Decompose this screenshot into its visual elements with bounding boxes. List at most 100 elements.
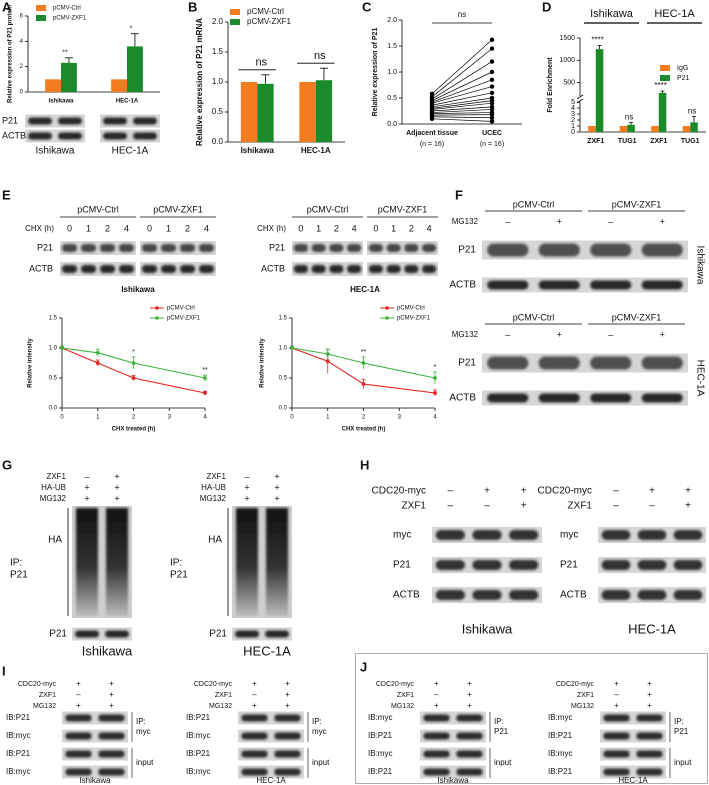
ip-label: IP: bbox=[10, 558, 22, 569]
x-tick-label: Adjacent tissue bbox=[406, 130, 458, 137]
row-label: P21 bbox=[458, 245, 476, 256]
lane-label: + bbox=[76, 701, 81, 710]
blot-smear bbox=[106, 508, 128, 616]
section-label: IP: bbox=[674, 717, 684, 726]
blot-band bbox=[423, 750, 450, 758]
y-axis-label: Relative expression of P21 protein bbox=[8, 5, 14, 103]
condition-label: pCMV-Ctrl bbox=[307, 204, 349, 214]
blot-band bbox=[75, 630, 99, 638]
row-label: IB:P21 bbox=[6, 749, 31, 758]
cell-line-label: Ishikawa bbox=[462, 621, 513, 636]
blot-band bbox=[673, 560, 703, 570]
treatment-label: CDC20-myc bbox=[194, 681, 233, 688]
panel-label: A bbox=[2, 0, 12, 14]
y-tick-label: 4 bbox=[20, 39, 24, 45]
cell-line-label: HEC-1A bbox=[628, 621, 676, 636]
blot-band bbox=[61, 265, 78, 273]
blot-band bbox=[99, 265, 116, 273]
group-label: HEC-1A bbox=[654, 8, 695, 20]
row-label: IB:myc bbox=[186, 731, 210, 740]
x-tick-label: TUG1 bbox=[618, 138, 637, 145]
blot-band bbox=[133, 117, 157, 125]
lane-label: + bbox=[84, 482, 89, 492]
cell-line-label: HEC-1A bbox=[112, 146, 149, 157]
blot-background bbox=[292, 262, 363, 276]
treatment-label: CDC20-myc bbox=[372, 486, 426, 497]
point bbox=[489, 107, 495, 112]
bar bbox=[627, 124, 635, 132]
blot-background bbox=[482, 240, 688, 260]
y-tick-label: 1.0 bbox=[387, 69, 397, 76]
row-label: IB:P21 bbox=[6, 713, 31, 722]
point bbox=[489, 90, 495, 96]
legend-marker bbox=[155, 306, 159, 310]
x-tick-label: HEC-1A bbox=[116, 99, 139, 105]
treatment-label: ZXF1 bbox=[577, 692, 594, 699]
x-tick-label: HEC-1A bbox=[301, 146, 331, 155]
legend-label: pCMV-ZXF1 bbox=[397, 316, 431, 322]
x-tick-label: 2 bbox=[362, 415, 366, 421]
y-tick-label: 2 bbox=[20, 64, 24, 70]
lane-label: – bbox=[613, 486, 619, 497]
lane-label: + bbox=[84, 493, 89, 503]
blot-band bbox=[637, 590, 667, 600]
point bbox=[203, 376, 207, 380]
row-label: P21 bbox=[560, 560, 578, 571]
significance-label: ns bbox=[314, 50, 326, 62]
blot-band bbox=[61, 244, 78, 252]
blot-band bbox=[198, 244, 215, 252]
blot-band bbox=[404, 244, 419, 252]
x-tick-label: 3 bbox=[398, 415, 402, 421]
blot-band bbox=[487, 243, 529, 257]
legend-label: IgG bbox=[677, 65, 688, 72]
section-label: input bbox=[494, 758, 512, 767]
x-tick-label: 1 bbox=[96, 415, 100, 421]
row-label: IB:myc bbox=[6, 767, 30, 776]
x-tick-label: 3 bbox=[168, 415, 172, 421]
blot-band bbox=[58, 117, 82, 125]
section-label: input bbox=[674, 758, 692, 767]
blot-band bbox=[118, 244, 135, 252]
y-tick-label: 3 bbox=[571, 111, 575, 118]
x-tick-label: 4 bbox=[203, 415, 207, 421]
lane-label: – bbox=[448, 486, 454, 497]
blot-band bbox=[98, 732, 125, 740]
treatment-label: MG132 bbox=[452, 330, 479, 339]
panel-label: D bbox=[542, 0, 551, 14]
x-tick-label: Ishikawa bbox=[48, 99, 74, 105]
blot-band bbox=[58, 132, 82, 140]
blot-band bbox=[160, 244, 177, 252]
cell-line-label: HEC-1A bbox=[243, 643, 291, 658]
row-label: ACTB bbox=[449, 393, 476, 404]
panel-label: C bbox=[362, 0, 372, 14]
x-axis-label: CHX treated (h) bbox=[112, 427, 156, 433]
pair-line bbox=[431, 112, 493, 114]
bar bbox=[690, 122, 698, 132]
legend-swatch bbox=[36, 15, 46, 21]
lane-label: + bbox=[557, 329, 562, 339]
lane-label: 4 bbox=[204, 223, 209, 233]
blot-background bbox=[482, 353, 688, 373]
n-label: (n = 16) bbox=[480, 141, 504, 148]
blot-band bbox=[347, 265, 362, 273]
bar bbox=[257, 83, 274, 142]
row-label: P21 bbox=[2, 115, 18, 125]
treatment-label: CDC20-myc bbox=[538, 486, 592, 497]
blot-band bbox=[103, 117, 127, 125]
lane-label: – bbox=[448, 501, 454, 512]
cell-line-label: HEC-1A bbox=[618, 776, 648, 785]
point bbox=[361, 382, 366, 386]
blot-band bbox=[293, 244, 308, 252]
blot-band bbox=[423, 768, 450, 776]
blot-band bbox=[141, 244, 158, 252]
pair-line bbox=[431, 79, 493, 103]
blot-band bbox=[487, 393, 529, 403]
y-tick-label: 1500 bbox=[559, 35, 575, 42]
significance-label: ns bbox=[688, 107, 696, 116]
treatment-label: CDC20-myc bbox=[376, 681, 415, 688]
treatment-label: ZXF1 bbox=[206, 472, 226, 481]
y-tick-label: 500 bbox=[563, 79, 575, 86]
lane-label: + bbox=[274, 482, 279, 492]
row-label: ACTB bbox=[261, 263, 285, 273]
condition-label: pCMV-Ctrl bbox=[77, 204, 119, 214]
